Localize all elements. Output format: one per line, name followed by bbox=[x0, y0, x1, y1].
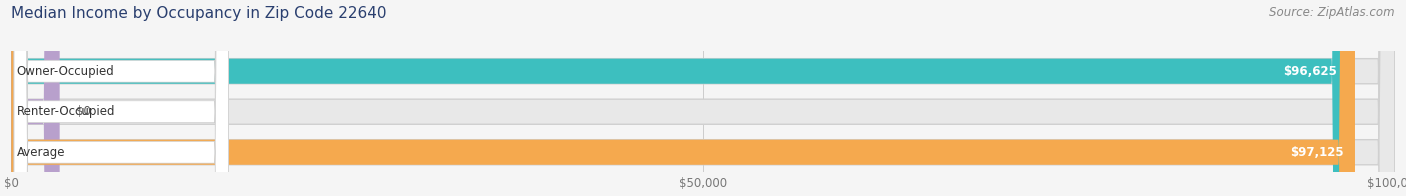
Text: Source: ZipAtlas.com: Source: ZipAtlas.com bbox=[1270, 6, 1395, 19]
Text: Median Income by Occupancy in Zip Code 22640: Median Income by Occupancy in Zip Code 2… bbox=[11, 6, 387, 21]
Text: $96,625: $96,625 bbox=[1284, 65, 1337, 78]
FancyBboxPatch shape bbox=[11, 0, 1395, 196]
FancyBboxPatch shape bbox=[11, 0, 1348, 196]
FancyBboxPatch shape bbox=[11, 0, 1395, 196]
Text: $97,125: $97,125 bbox=[1291, 146, 1344, 159]
Text: Owner-Occupied: Owner-Occupied bbox=[17, 65, 114, 78]
FancyBboxPatch shape bbox=[14, 0, 228, 196]
Text: Renter-Occupied: Renter-Occupied bbox=[17, 105, 115, 118]
FancyBboxPatch shape bbox=[14, 0, 228, 196]
FancyBboxPatch shape bbox=[14, 0, 228, 196]
FancyBboxPatch shape bbox=[11, 0, 1355, 196]
FancyBboxPatch shape bbox=[11, 0, 59, 196]
Text: $0: $0 bbox=[76, 105, 91, 118]
FancyBboxPatch shape bbox=[11, 0, 1395, 196]
Text: Average: Average bbox=[17, 146, 65, 159]
